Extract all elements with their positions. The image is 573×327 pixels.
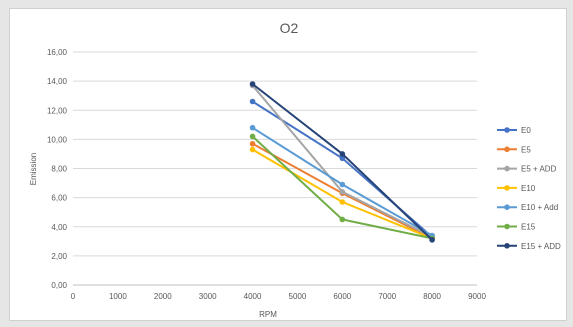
data-point-e10-add	[249, 124, 256, 131]
data-point-e15-add	[429, 237, 435, 243]
legend-marker	[504, 127, 510, 133]
y-tick-label: 2,00	[51, 252, 67, 261]
legend-marker	[504, 146, 510, 153]
x-tick-labels: 0 1000 2000 3000 4000 5000 6000 7000 8000 9000	[71, 292, 487, 301]
x-tick-label: 1000	[109, 292, 127, 301]
y-tick-label: 4,00	[51, 223, 67, 232]
y-tick-label: 12,00	[47, 106, 68, 115]
legend-marker	[504, 223, 510, 230]
legend-label: E10 + Add	[521, 203, 558, 212]
legend-label: E5	[521, 145, 531, 154]
legend-label: E15	[521, 223, 536, 232]
x-tick-label: 6000	[333, 292, 351, 301]
y-axis-title: Emission	[29, 153, 38, 185]
legend-marker	[504, 185, 510, 191]
legend-label: E15 + ADD	[521, 242, 561, 251]
x-tick-label: 5000	[289, 292, 307, 301]
y-tick-label: 0,00	[51, 281, 67, 290]
data-point-e0	[249, 98, 256, 105]
data-point-e0	[339, 155, 346, 162]
x-tick-label: 3000	[199, 292, 217, 301]
gridlines	[73, 51, 477, 286]
x-tick-label: 7000	[378, 292, 396, 301]
data-point-e10	[249, 146, 256, 153]
y-tick-label: 14,00	[47, 77, 68, 86]
x-tick-label: 9000	[468, 292, 486, 301]
legend-label: E0	[521, 126, 531, 135]
y-tick-label: 10,00	[47, 135, 68, 144]
data-point-e10	[339, 199, 346, 205]
data-point-e5-add	[339, 189, 346, 195]
chart-frame	[9, 8, 567, 321]
x-tick-label: 0	[71, 292, 76, 301]
chart-title: O2	[280, 20, 299, 36]
legend: E0 E5 E5 + ADD E10 E10 + Add E15 E15 + ADD	[497, 126, 561, 251]
y-tick-label: 6,00	[51, 194, 67, 203]
data-point-e15	[249, 133, 256, 140]
x-tick-label: 4000	[244, 292, 262, 301]
y-tick-labels: 0,00 2,00 4,00 6,00 8,00 10,00 12,00 14,00 16,00	[47, 48, 68, 290]
legend-label: E10	[521, 184, 536, 193]
data-point-e15-add	[339, 151, 346, 157]
legend-marker	[504, 165, 510, 172]
x-tick-label: 2000	[154, 292, 172, 301]
legend-label: E5 + ADD	[521, 165, 557, 174]
x-axis-title: RPM	[259, 310, 277, 319]
y-tick-label: 16,00	[47, 48, 68, 57]
x-tick-label: 8000	[423, 292, 441, 301]
data-point-e10-add	[339, 181, 346, 188]
series-lines	[249, 81, 435, 243]
legend-marker	[504, 243, 510, 249]
data-point-e5	[249, 140, 256, 147]
legend-marker	[504, 204, 510, 210]
y-tick-label: 8,00	[51, 165, 67, 174]
series-line-e0	[252, 100, 433, 238]
data-point-e15	[339, 216, 346, 223]
data-point-e15-add	[249, 81, 256, 87]
